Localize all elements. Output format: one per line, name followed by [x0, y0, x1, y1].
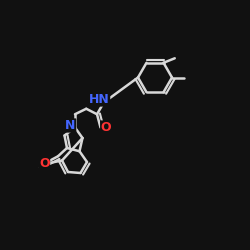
Text: HN: HN [89, 93, 110, 106]
Text: O: O [39, 157, 50, 170]
Text: O: O [101, 121, 111, 134]
Text: N: N [65, 119, 76, 132]
